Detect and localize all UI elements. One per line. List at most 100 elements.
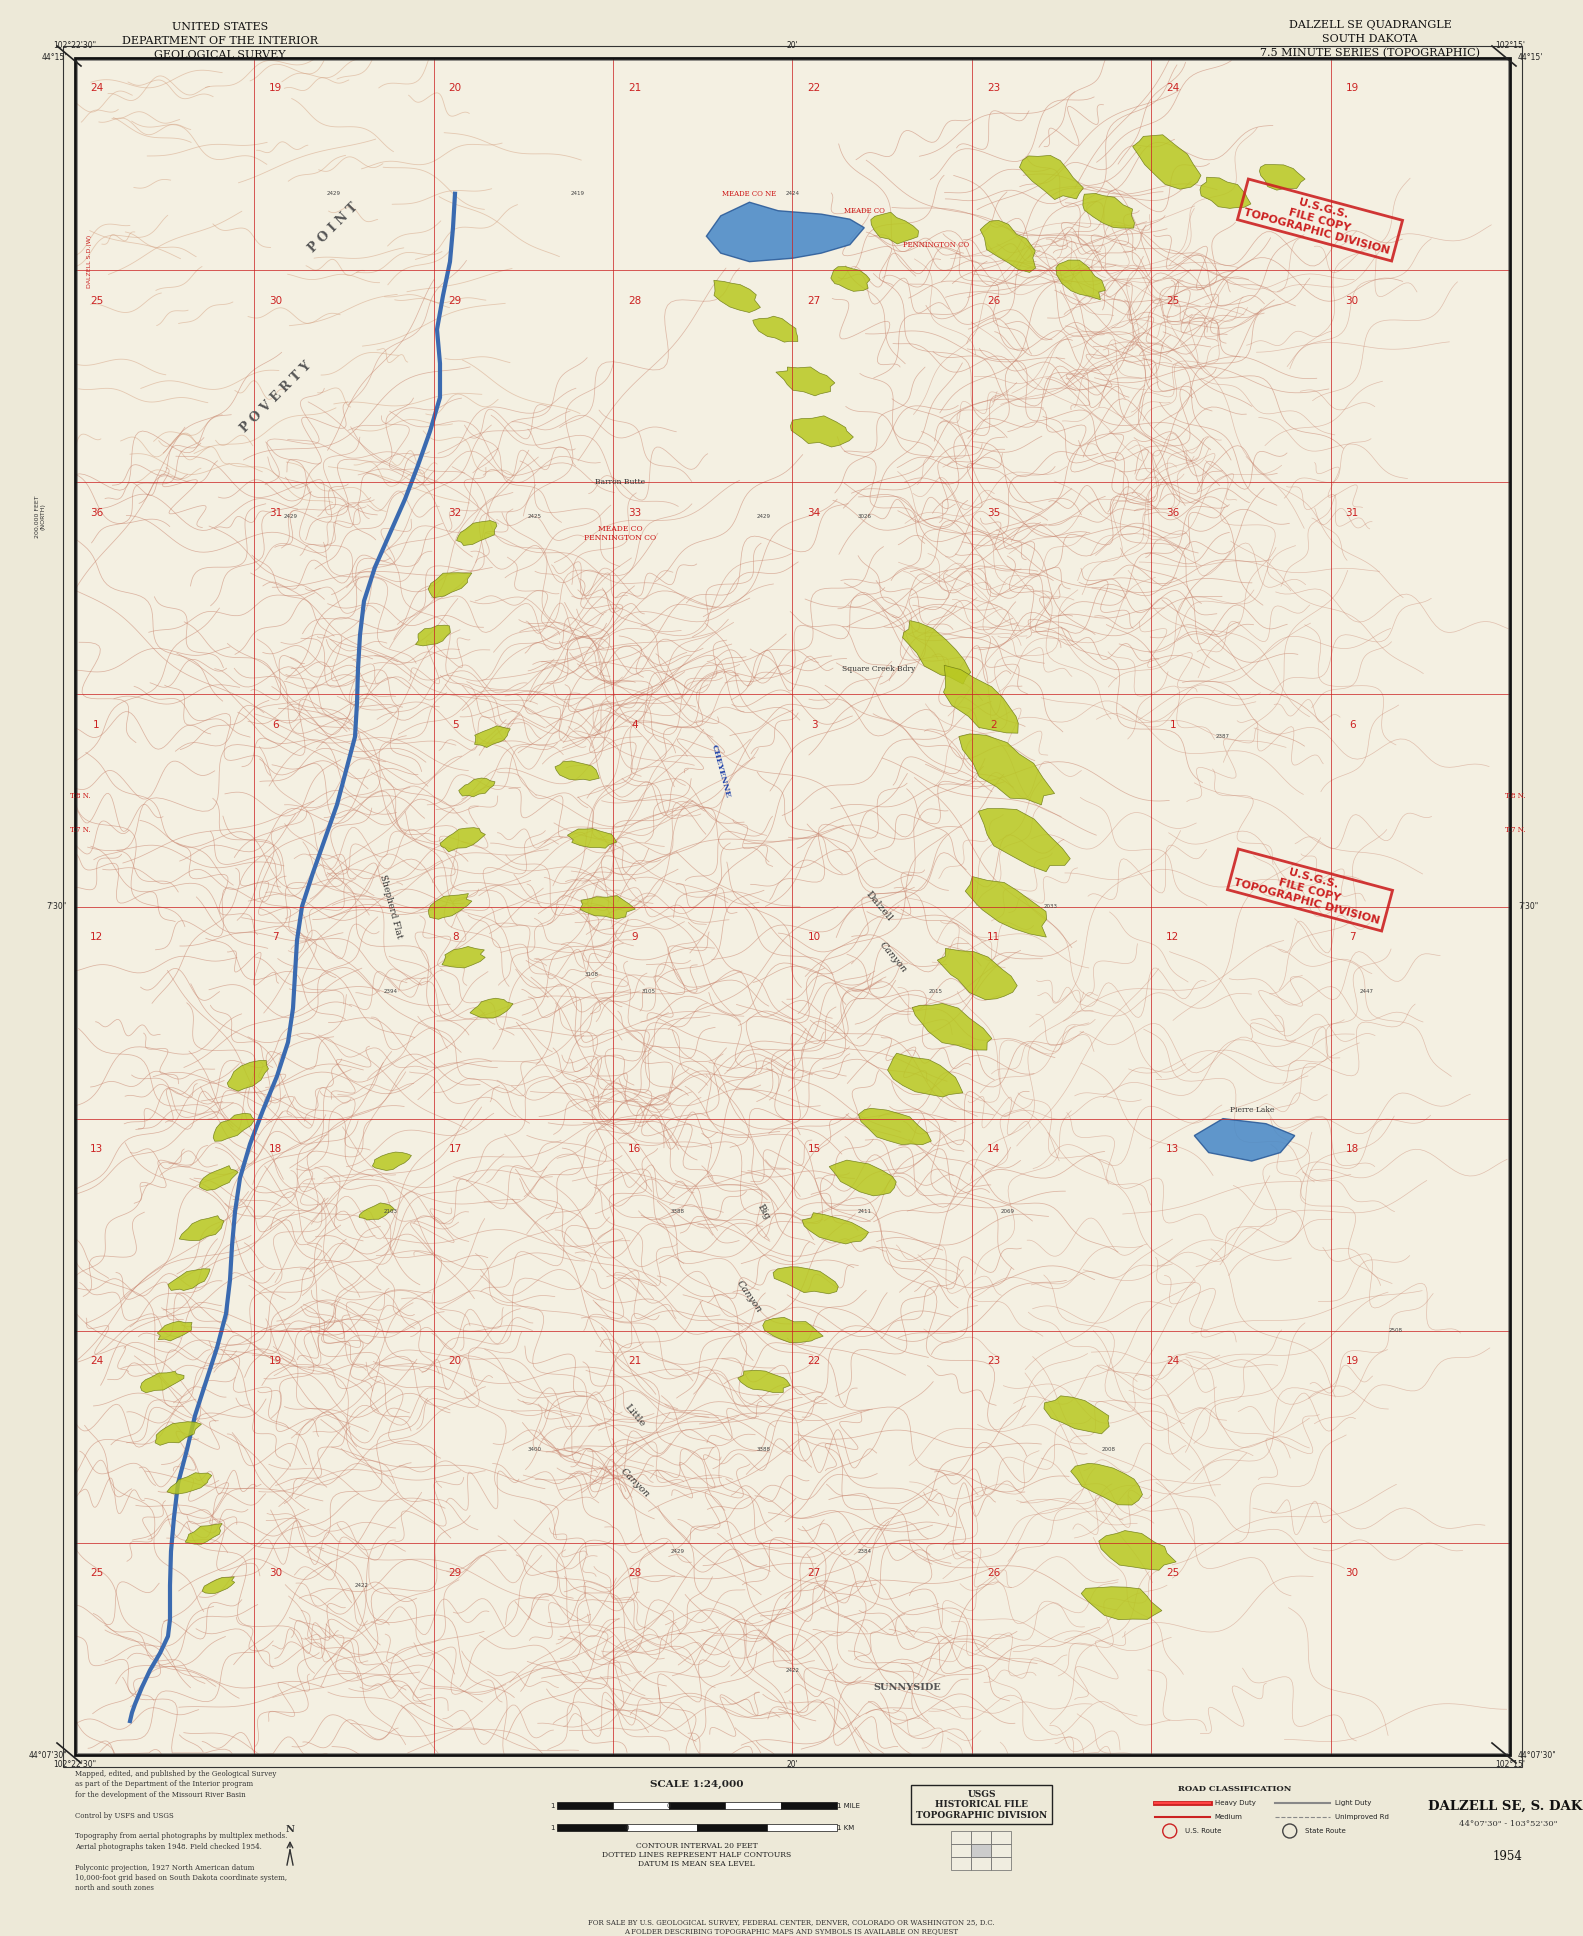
Text: CHEYENNE: CHEYENNE (709, 743, 731, 798)
Text: 21: 21 (628, 1357, 641, 1367)
Bar (74, 58, 1510, 1756)
Text: 2411: 2411 (858, 1210, 871, 1214)
Bar (74, 58, 1510, 1756)
Text: 24: 24 (1167, 1357, 1179, 1367)
Polygon shape (475, 726, 510, 747)
Polygon shape (415, 625, 450, 647)
Text: 2429: 2429 (671, 1549, 685, 1555)
Text: 2429: 2429 (283, 513, 298, 519)
Polygon shape (214, 1113, 255, 1140)
Text: 9: 9 (632, 931, 638, 943)
Text: 20: 20 (448, 83, 462, 93)
Text: 30: 30 (1346, 296, 1358, 306)
Polygon shape (1056, 259, 1105, 300)
Text: 1: 1 (1170, 720, 1176, 730)
Polygon shape (714, 281, 760, 312)
Text: DALZELL SE QUADRANGLE
SOUTH DAKOTA
7.5 MINUTE SERIES (TOPOGRAPHIC): DALZELL SE QUADRANGLE SOUTH DAKOTA 7.5 M… (1260, 19, 1480, 58)
Text: Mapped, edited, and published by the Geological Survey
as part of the Department: Mapped, edited, and published by the Geo… (74, 1770, 288, 1891)
Text: 44°07'30": 44°07'30" (28, 1750, 66, 1760)
Text: 1954: 1954 (1493, 1851, 1523, 1862)
Bar (613, 1802, 668, 1808)
Text: 26: 26 (986, 1568, 1000, 1578)
Text: State Route: State Route (1304, 1828, 1346, 1833)
Text: 102°22'30": 102°22'30" (54, 41, 97, 50)
Text: SUNNYSIDE: SUNNYSIDE (874, 1682, 942, 1692)
Text: 19: 19 (269, 83, 282, 93)
Polygon shape (790, 416, 853, 447)
Text: Light Duty: Light Duty (1334, 1800, 1371, 1806)
Text: 1: 1 (93, 720, 100, 730)
Text: 17: 17 (448, 1144, 462, 1154)
Text: Unimproved Rd: Unimproved Rd (1334, 1814, 1388, 1820)
Text: 29: 29 (448, 296, 462, 306)
Text: 8: 8 (453, 931, 459, 943)
Text: 27: 27 (807, 296, 820, 306)
Text: Pierre Lake: Pierre Lake (1230, 1105, 1274, 1113)
Bar (991, 1843, 1012, 1857)
Text: 30: 30 (1346, 1568, 1358, 1578)
Polygon shape (773, 1266, 839, 1293)
Text: 25: 25 (1167, 1568, 1179, 1578)
Text: SCALE 1:24,000: SCALE 1:24,000 (649, 1779, 744, 1789)
Text: 12: 12 (1167, 931, 1179, 943)
Text: 3026: 3026 (858, 513, 871, 519)
Text: U.S. Route: U.S. Route (1184, 1828, 1220, 1833)
Polygon shape (738, 1371, 790, 1392)
Text: 19: 19 (1346, 1357, 1358, 1367)
Polygon shape (754, 316, 798, 343)
Text: 44°15': 44°15' (41, 54, 66, 62)
Text: 25: 25 (1167, 296, 1179, 306)
Text: 35: 35 (986, 507, 1000, 517)
Text: Dalzell: Dalzell (864, 891, 894, 923)
Text: 22: 22 (807, 1357, 820, 1367)
Text: 3400: 3400 (527, 1446, 541, 1452)
Bar (725, 1802, 780, 1808)
Polygon shape (980, 221, 1035, 273)
Text: 1 MILE: 1 MILE (836, 1802, 860, 1808)
Polygon shape (776, 368, 834, 395)
Polygon shape (429, 894, 472, 920)
Text: 19: 19 (269, 1357, 282, 1367)
Text: 27: 27 (807, 1568, 820, 1578)
Text: MEADE CO
PENNINGTON CO: MEADE CO PENNINGTON CO (584, 525, 657, 542)
Bar (951, 1857, 972, 1870)
Bar (780, 1802, 836, 1808)
Text: 24: 24 (90, 83, 103, 93)
Bar (972, 1857, 991, 1870)
Text: 102°15': 102°15' (1494, 1760, 1524, 1770)
Text: MEADE CO NE: MEADE CO NE (722, 190, 777, 197)
Polygon shape (1043, 1396, 1110, 1435)
Polygon shape (831, 267, 871, 290)
Text: Shepherd Flat: Shepherd Flat (378, 873, 404, 939)
Text: 20': 20' (787, 41, 798, 50)
Polygon shape (858, 1107, 931, 1144)
Text: 44°15': 44°15' (1518, 54, 1543, 62)
Text: 15: 15 (807, 1144, 820, 1154)
Text: 14: 14 (986, 1144, 1000, 1154)
Polygon shape (1083, 194, 1135, 228)
Polygon shape (141, 1371, 184, 1392)
Text: 34: 34 (807, 507, 820, 517)
Text: U.S.G.S.
FILE COPY
TOPOGRAPHIC DIVISION: U.S.G.S. FILE COPY TOPOGRAPHIC DIVISION (1233, 854, 1387, 925)
Text: 36: 36 (90, 507, 103, 517)
Polygon shape (199, 1165, 237, 1191)
Polygon shape (155, 1421, 201, 1446)
Polygon shape (157, 1320, 192, 1342)
Bar (951, 1843, 972, 1857)
Text: 19: 19 (1346, 83, 1358, 93)
Text: 24: 24 (1167, 83, 1179, 93)
Text: Canyon: Canyon (877, 941, 909, 974)
Text: 6: 6 (272, 720, 279, 730)
Text: 2015: 2015 (929, 989, 943, 993)
Text: 44°07'30" - 103°52'30": 44°07'30" - 103°52'30" (1458, 1820, 1558, 1828)
Text: 7'30": 7'30" (47, 902, 66, 912)
Polygon shape (912, 1003, 993, 1049)
Text: UNITED STATES
DEPARTMENT OF THE INTERIOR
GEOLOGICAL SURVEY: UNITED STATES DEPARTMENT OF THE INTERIOR… (122, 21, 318, 60)
Text: 0: 0 (666, 1802, 671, 1808)
Text: 32: 32 (448, 507, 462, 517)
Bar (697, 1824, 766, 1831)
Text: 4: 4 (632, 720, 638, 730)
Text: 3388: 3388 (757, 1446, 771, 1452)
Text: 29: 29 (448, 1568, 462, 1578)
Text: 7: 7 (1349, 931, 1355, 943)
